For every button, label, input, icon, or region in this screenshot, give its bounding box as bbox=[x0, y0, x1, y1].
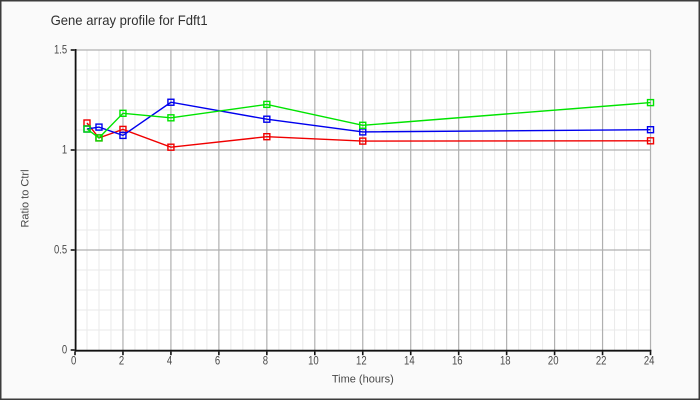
svg-text:Gene array profile for Fdft1: Gene array profile for Fdft1 bbox=[51, 12, 208, 28]
svg-text:12: 12 bbox=[356, 354, 367, 368]
svg-text:6: 6 bbox=[215, 354, 220, 368]
svg-text:10: 10 bbox=[308, 354, 319, 368]
svg-text:Time (hours): Time (hours) bbox=[332, 374, 394, 386]
svg-text:22: 22 bbox=[596, 354, 607, 368]
svg-text:18: 18 bbox=[500, 354, 511, 368]
svg-text:2: 2 bbox=[119, 354, 124, 368]
svg-text:16: 16 bbox=[452, 354, 463, 368]
svg-text:1.5: 1.5 bbox=[54, 43, 67, 57]
svg-text:0: 0 bbox=[62, 343, 67, 357]
svg-text:24: 24 bbox=[644, 354, 655, 368]
svg-text:0: 0 bbox=[71, 354, 76, 368]
svg-text:14: 14 bbox=[404, 354, 415, 368]
svg-text:0.5: 0.5 bbox=[54, 243, 67, 257]
svg-text:4: 4 bbox=[167, 354, 172, 368]
svg-text:Ratio to Ctrl: Ratio to Ctrl bbox=[19, 169, 31, 227]
svg-text:20: 20 bbox=[548, 354, 559, 368]
svg-text:8: 8 bbox=[263, 354, 268, 368]
svg-text:1: 1 bbox=[62, 143, 67, 157]
